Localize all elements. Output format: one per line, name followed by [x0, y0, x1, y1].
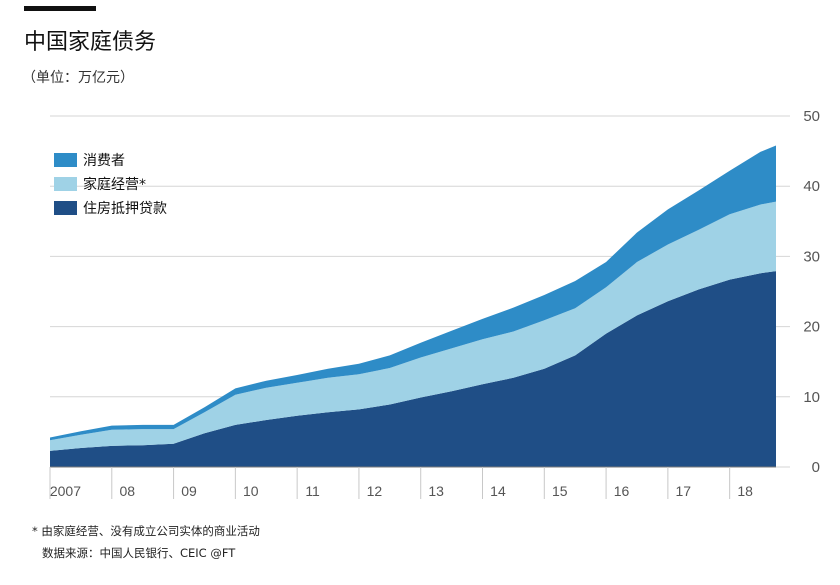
y-tick-label: 0 — [812, 459, 820, 476]
area-series-0 — [50, 271, 776, 467]
x-tick-label: 13 — [428, 483, 444, 499]
legend-label: 消费者 — [83, 153, 125, 169]
y-tick-label: 10 — [803, 389, 820, 406]
source-note: 数据来源：中国人民银行、CEIC @FT — [42, 546, 236, 560]
y-tick-label: 50 — [803, 108, 820, 125]
x-tick-label: 2007 — [50, 483, 81, 499]
x-tick-label: 08 — [119, 483, 135, 499]
y-axis-ticks: 0 10 20 30 40 50 — [803, 108, 820, 476]
x-tick-label: 12 — [367, 483, 383, 499]
chart-title: 中国家庭债务 — [24, 30, 157, 55]
legend-swatch — [54, 177, 77, 191]
title-rule — [24, 6, 96, 11]
x-tick-label: 18 — [737, 483, 753, 499]
footnote: * 由家庭经营、没有成立公司实体的商业活动 — [32, 524, 260, 538]
y-tick-label: 40 — [803, 178, 820, 195]
x-tick-label: 14 — [490, 483, 506, 499]
legend-swatch — [54, 153, 77, 167]
x-tick-label: 16 — [614, 483, 630, 499]
x-tick-label: 15 — [552, 483, 568, 499]
y-tick-label: 20 — [803, 319, 820, 336]
x-tick-label: 09 — [181, 483, 197, 499]
y-tick-label: 30 — [803, 248, 820, 265]
x-tick-label: 17 — [676, 483, 692, 499]
legend-label: 住房抵押贷款 — [83, 201, 167, 217]
legend-swatch — [54, 201, 77, 215]
x-axis: 2007 08 09 10 11 12 13 14 15 16 17 18 — [49, 466, 776, 499]
x-tick-label: 10 — [243, 483, 259, 499]
x-tick-label: 11 — [305, 483, 320, 499]
unit-note: （单位：万亿元） — [22, 70, 134, 86]
area-series — [50, 145, 776, 467]
legend-label: 家庭经营* — [83, 176, 146, 193]
